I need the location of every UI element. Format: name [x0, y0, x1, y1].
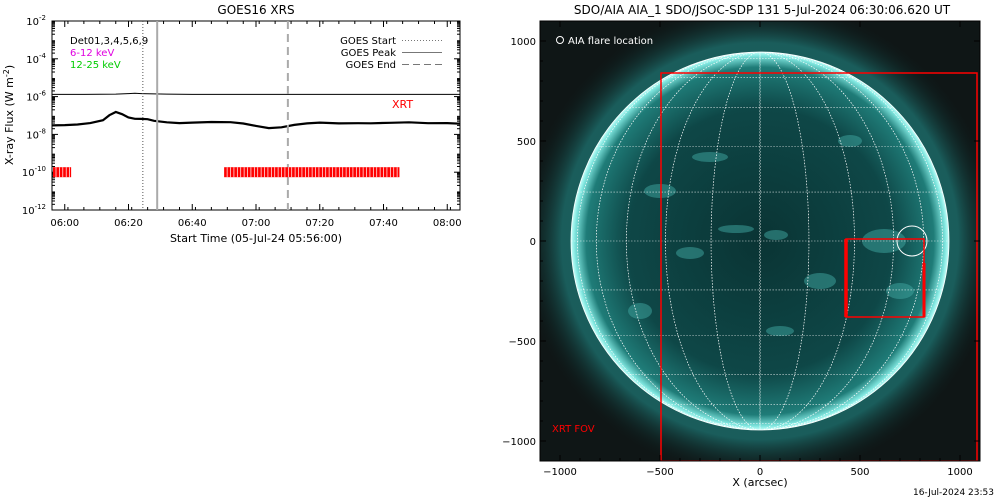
aia-x-tick-label: −1000: [543, 467, 577, 478]
longitude-line: [577, 52, 943, 430]
goes-x-axis-label: Start Time (05-Jul-24 05:56:00): [170, 232, 342, 245]
active-region-glow: [692, 152, 728, 162]
goes-y-tick-label: 10-6: [26, 90, 46, 104]
goes-x-tick-label: 07:20: [305, 218, 334, 229]
goes-legend-left-entry: 12-25 keV: [70, 60, 121, 71]
longitude-line: [710, 52, 810, 430]
active-region-glow: [644, 184, 676, 198]
goes-long-channel-line: [52, 92, 460, 95]
goes-y-tick-label: 10-2: [26, 14, 46, 28]
goes-legend-left-entry: Det01,3,4,5,6,9: [70, 36, 148, 47]
goes-x-tick-label: 06:00: [50, 218, 79, 229]
aia-legend: AIA flare location: [556, 36, 653, 47]
goes-x-tick-label: 07:40: [369, 218, 398, 229]
active-region-glow: [804, 273, 836, 289]
solar-limb: [570, 51, 950, 431]
active-region-glow: [628, 303, 652, 319]
goes-y-axis-label: X-ray Flux (W m-2): [2, 65, 16, 165]
longitude-line: [626, 52, 894, 430]
xrt-fov-box: [660, 72, 978, 461]
goes-x-tick-label: 07:00: [242, 218, 271, 229]
goes-y-tick-label: 10-12: [22, 203, 46, 217]
goes-y-tick-label: 10-10: [22, 165, 46, 179]
goes-legend-right-entry: GOES Start: [340, 36, 396, 47]
goes-x-tick-label: 06:20: [114, 218, 143, 229]
longitude-line: [665, 52, 855, 430]
aia-x-tick-label: 1000: [947, 467, 972, 478]
active-region-glow: [676, 247, 704, 259]
active-region-glow: [838, 135, 862, 147]
active-region-glow: [766, 326, 794, 336]
aia-xrt-fov-label: XRT FOV: [552, 424, 595, 435]
aia-chart: SDO/AIA AIA_1 SDO/JSOC-SDP 131 5-Jul-202…: [502, 3, 981, 489]
active-region-glow: [718, 225, 754, 233]
aia-x-tick-label: 500: [850, 467, 869, 478]
aia-x-axis-label: X (arcsec): [732, 476, 787, 489]
aia-y-tick-label: −1000: [502, 437, 536, 448]
active-region-glow: [764, 230, 788, 240]
aia-y-tick-label: 0: [530, 237, 536, 248]
goes-short-channel-line: [52, 110, 460, 130]
longitude-line: [759, 52, 761, 430]
solar-active-regions: [628, 135, 914, 336]
footer-timestamp: 16-Jul-2024 23:53: [913, 488, 994, 498]
goes-plot-frame: [51, 20, 461, 211]
aia-y-tick-label: 1000: [511, 37, 536, 48]
goes-x-tick-label: 08:00: [433, 218, 462, 229]
aia-y-tick-label: 500: [517, 137, 536, 148]
aia-y-axis: 1000 500 0 −500 −1000: [502, 37, 980, 448]
aia-legend-text: AIA flare location: [568, 36, 653, 47]
aia-x-axis: −1000 −500 0 500 1000: [543, 21, 973, 478]
goes-y-tick-label: 10-8: [26, 127, 46, 141]
flare-location-marker: [896, 225, 928, 257]
goes-xrt-annotation: XRT: [392, 98, 413, 111]
goes-y-tick-label: 10-4: [26, 52, 46, 66]
goes-legend-right-entry: GOES Peak: [341, 48, 396, 59]
goes-legend-right-entry: GOES End: [346, 60, 396, 71]
aia-y-tick-label: −500: [509, 337, 536, 348]
goes-y-axis: 10-2 10-4 10-6 10-8 10-10 10-12: [22, 14, 460, 217]
goes-legend-left-entry: 6-12 keV: [70, 48, 114, 59]
goes-title: GOES16 XRS: [217, 3, 294, 17]
goes-x-tick-label: 06:40: [178, 218, 207, 229]
aia-x-tick-label: 0: [757, 467, 763, 478]
xrt-coverage-bar: [53, 167, 72, 178]
goes-chart: GOES16 XRS 10-2 10-4 10-6 10-8 10-10 10-12 06…: [2, 3, 462, 245]
goes-x-axis: 06:00 06:20 06:40 07:00 07:20 07:40 08:00: [50, 21, 462, 229]
aia-title: SDO/AIA AIA_1 SDO/JSOC-SDP 131 5-Jul-202…: [574, 3, 951, 17]
active-region-glow: [886, 283, 914, 299]
aia-x-tick-label: −500: [646, 467, 673, 478]
goes-plot-area: [52, 21, 460, 210]
aia-legend-symbol-icon: [556, 36, 564, 44]
